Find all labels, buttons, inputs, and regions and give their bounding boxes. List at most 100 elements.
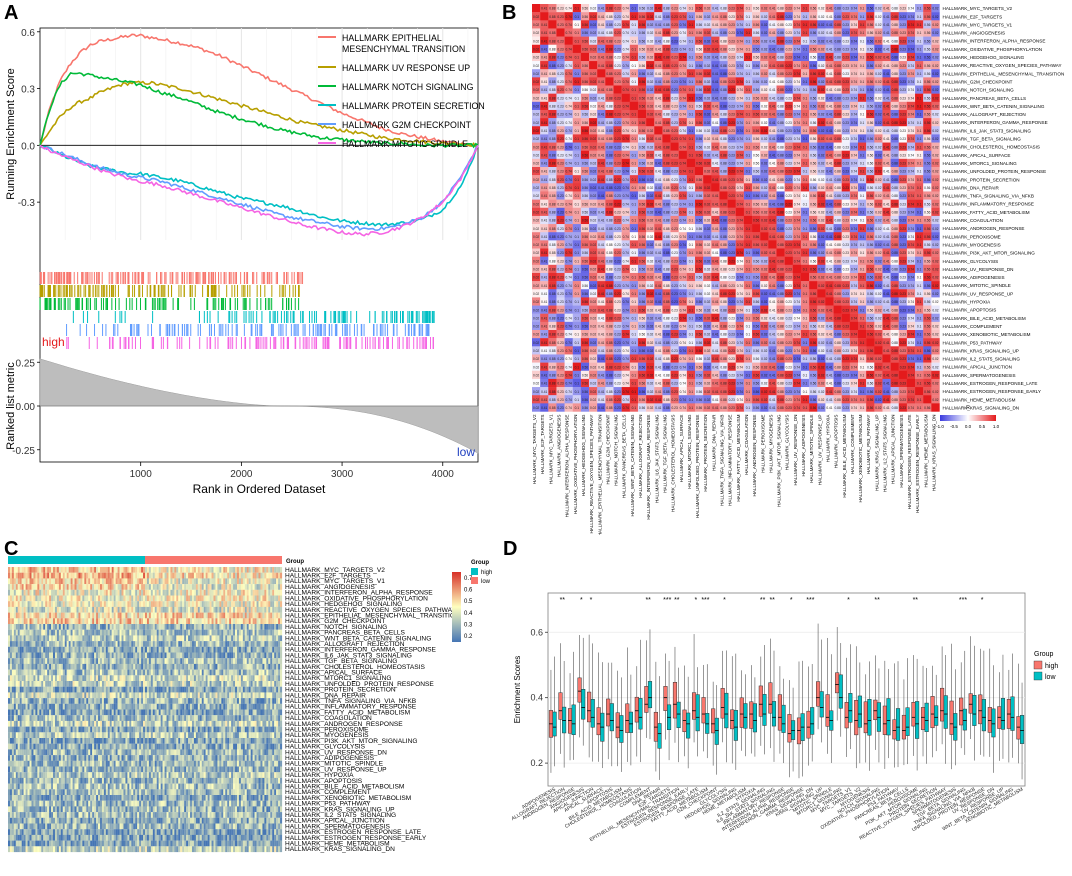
heatmap-cell [662,281,671,290]
heatmap-cell [678,272,688,282]
heatmap-cell [890,175,899,184]
heatmap-cell [898,232,908,241]
heatmap-cell-value: 0.41 [883,268,889,272]
heatmap-cell [833,175,842,184]
heatmap-cell [776,167,785,176]
heatmap-cell [646,20,655,29]
heatmap-cell-value: 0.56 [639,227,645,231]
heatmap-cell-value: 0.1 [917,251,922,255]
heatmap-cell-value: 0.1 [746,268,751,272]
heatmap-cell-value: 0.1 [917,145,922,149]
heatmap-cell-value: 0.74 [680,113,686,117]
heatmap-cell-value: 0.02 [932,137,938,141]
heatmap-cell-value: 0.74 [623,145,629,149]
heatmap-cell [882,142,891,151]
heatmap-cell [686,207,696,217]
heatmap-cell [548,61,557,70]
heatmap-cell-value: 0.02 [590,31,596,35]
heatmap-cell-value: 0.1 [803,268,808,272]
heatmap-cell-value: 0.02 [875,88,881,92]
heatmap-cell [678,264,688,274]
heatmap-cell-value: 0.1 [689,47,694,51]
heatmap-cell-value: 0.41 [826,113,832,117]
heatmap-cell-value: 0.56 [867,88,873,92]
heatmap-cell [866,248,875,257]
heatmap-cell-value: 0.02 [818,194,824,198]
heatmap-cell-value: 0.02 [761,202,767,206]
heatmap-cell [849,44,859,54]
heatmap-cell [589,224,598,233]
heatmap-cell [825,232,834,241]
heatmap-cell [637,264,647,274]
heatmap-cell [637,44,647,54]
heatmap-cell-value: 0.23 [786,235,792,239]
heatmap-cell-value: 0.56 [639,210,645,214]
heatmap-cell [703,77,712,86]
heatmap-cell [923,264,932,274]
heatmap-cell-value: 0.1 [575,23,580,27]
heatmap-cell-value: 0.56 [639,129,645,133]
heatmap-cell-value: 0.1 [632,96,637,100]
heatmap-cell [841,118,851,127]
heatmap-cell-value: 0.88 [720,227,726,231]
heatmap-cell-value: 0.1 [803,170,808,174]
heatmap-cell-value: 0.23 [557,137,563,141]
heatmap-cell-value: 0.56 [810,170,816,174]
heatmap-cell [605,36,614,45]
heatmap-cell [915,248,924,257]
heatmap-cell [719,289,728,298]
panel-label-d: D [503,538,518,560]
heatmap-cell-value: 0.1 [575,235,580,239]
heatmap-cell [841,61,851,70]
heatmap-cell-value: 0.02 [875,7,881,11]
heatmap-cell-value: 0.56 [924,31,930,35]
heatmap-cell [743,28,753,37]
heatmap-cell-value: 0.1 [860,121,865,125]
heatmap-cell [670,134,679,143]
heatmap-cell [678,52,688,62]
heatmap-cell [556,93,565,102]
heatmap-cell [898,215,908,225]
heatmap-cell-value: 0.74 [794,129,800,133]
heatmap-cell-value: 0.41 [655,153,661,157]
heatmap-cell-value: 0.74 [623,170,629,174]
heatmap-cell-value: 0.41 [655,15,661,19]
heatmap-cell-value: 0.1 [917,186,922,190]
heatmap-cell-value: 0.23 [614,96,620,100]
heatmap-cell [809,69,818,78]
heatmap-cell-value: 0.1 [803,7,808,11]
heatmap-cell [800,52,810,62]
heatmap-cell [906,175,916,184]
heatmap-cell-value: 0.74 [566,202,572,206]
heatmap-cell-value: 0.41 [712,153,718,157]
heatmap-cell [540,12,549,21]
heatmap-cell-value: 0.56 [924,243,930,247]
heatmap-cell-value: 0.23 [557,186,563,190]
heatmap-cell-value: 0.1 [575,162,580,166]
heatmap-cell-value: 0.02 [704,96,710,100]
heatmap-cell [833,126,842,135]
heatmap-cell [800,134,810,143]
heatmap-cell [743,109,753,119]
heatmap-cell [580,134,590,143]
heatmap-cell-value: 0.02 [875,129,881,133]
heatmap-cell [768,167,777,176]
heatmap-cell [890,101,899,111]
heatmap-cell-value: 0.23 [843,243,849,247]
heatmap-cell-value: 0.1 [860,72,865,76]
heatmap-cell [752,4,761,13]
heatmap-cell-value: 0.88 [777,235,783,239]
heatmap-cell-value: 0.74 [908,153,914,157]
heatmap-cell [678,215,688,225]
heatmap-cell-value: 0.41 [712,227,718,231]
heatmap-cell-value: 0.56 [867,56,873,60]
heatmap-cell [809,215,818,225]
heatmap-cell [662,224,671,233]
heatmap-cell [833,134,842,143]
heatmap-cell-value: 0.74 [851,145,857,149]
heatmap-cell [825,118,834,127]
heatmap-cell-value: 0.88 [663,7,669,11]
heatmap-cell-value: 0.41 [541,105,547,109]
heatmap-cell [858,142,867,151]
heatmap-cell-value: 0.23 [843,235,849,239]
